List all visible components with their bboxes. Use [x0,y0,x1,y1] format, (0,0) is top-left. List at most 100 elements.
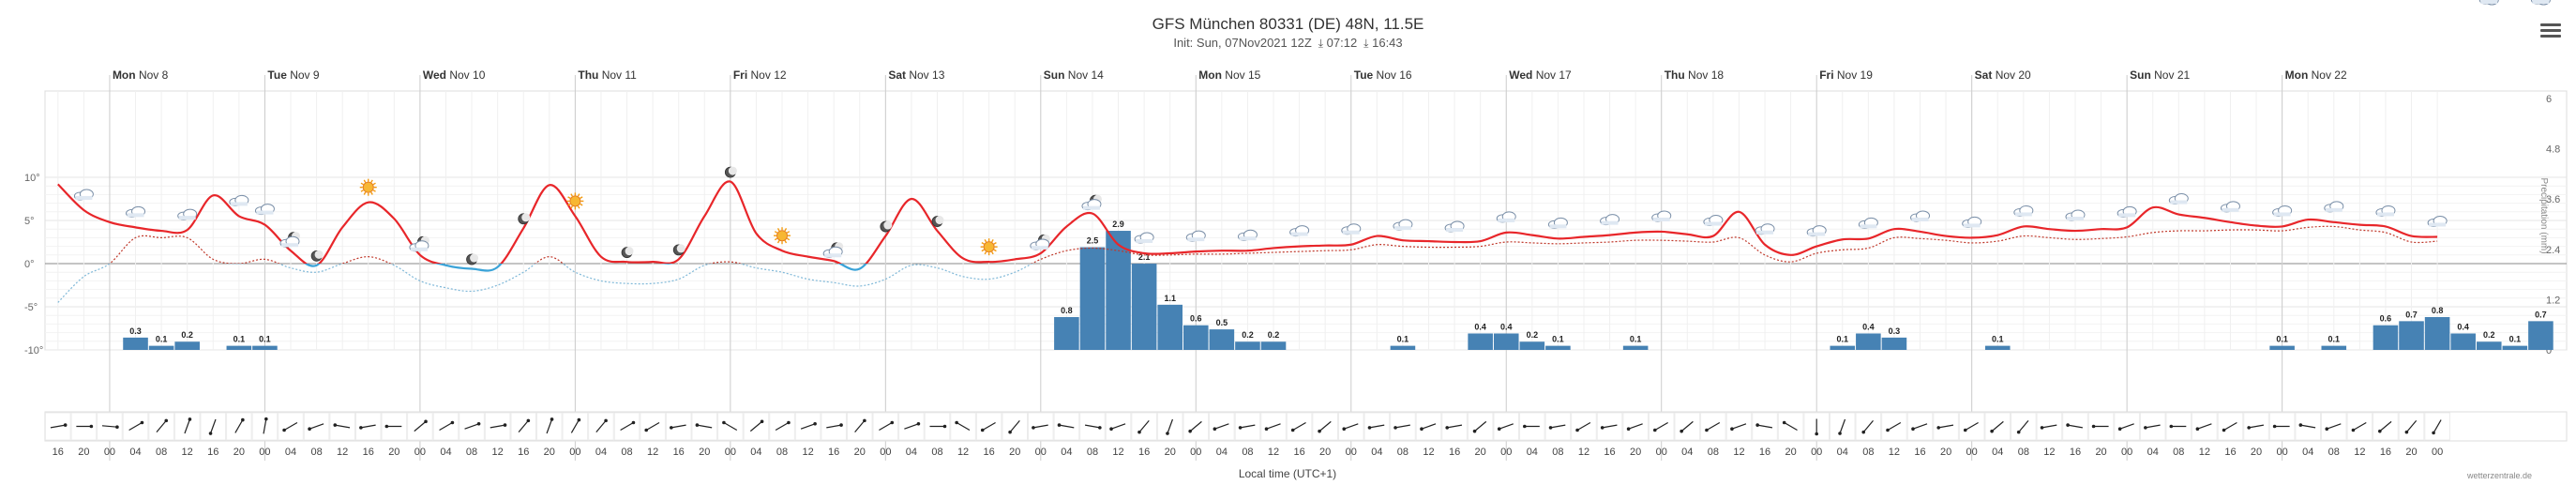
precip-bar-label: 0.1 [2276,335,2288,344]
wind-arrow-head [476,421,481,426]
y-axis-tick-label-right: 4.8 [2546,144,2560,156]
x-axis-hour-label: 12 [2199,447,2210,458]
wind-arrow-head [503,423,507,427]
x-axis-hour-label: 04 [1681,447,1693,458]
wind-cell [122,412,149,441]
wind-arrow-head [1782,420,1786,425]
moon-icon [470,253,479,263]
x-axis-hour-label: 12 [1578,447,1589,458]
wind-cell [1544,412,1572,441]
wind-arrow-head [890,420,895,425]
wind-arrow-head [1815,432,1818,436]
precip-bar-label: 0.2 [1268,330,1280,340]
wind-cell [510,412,537,441]
wind-arrow-head [2016,430,2021,434]
y-axis-tick-label-right: 2.4 [2546,245,2560,256]
hamburger-menu-icon[interactable] [2540,21,2561,39]
wind-arrow-head [333,423,338,427]
x-axis-hour-label: 04 [285,447,296,458]
precip-bar-label: 0.1 [1992,335,2004,344]
wind-cell [173,412,201,441]
sun-icon [370,191,373,195]
wind-arrow [2300,424,2316,429]
wind-arrow-head [188,417,192,421]
wind-arrow [414,420,427,432]
x-axis-hour-label: 00 [1811,447,1822,458]
wind-arrow-head [1342,427,1347,432]
wind-arrow-head [2325,427,2329,432]
x-axis-hour-label: 04 [2302,447,2313,458]
x-axis-hour-label: 08 [1552,447,1563,458]
wind-arrow [464,423,479,430]
wind-arrow [1421,423,1437,430]
cloud-icon [256,210,274,215]
wind-cell [846,412,873,441]
wind-arrow [1474,420,1487,432]
wind-arrow-head [1008,430,1012,434]
init-time: Init: Sun, 07Nov2021 12Z [1173,36,1312,50]
cloud-icon [1239,236,1257,241]
precip-bar [1209,329,1235,350]
wind-arrow-head [2040,426,2044,430]
wind-arrow [1167,418,1174,434]
cloud-icon [1549,224,1567,229]
x-axis-hour-label: 12 [182,447,193,458]
wind-arrow-head [2351,428,2356,432]
precip-bar-label: 0.1 [2328,335,2341,344]
x-axis-hour-label: 20 [1475,447,1486,458]
x-axis-hour-label: 00 [414,447,426,458]
x-axis-hour-label: 20 [1785,447,1796,458]
wind-arrow [1706,421,1721,432]
wind-arrow-head [1861,430,1866,434]
wind-cell [1700,412,1726,441]
wind-cell [45,412,71,441]
x-axis-hour-label: 20 [1165,447,1176,458]
wind-arrow-head [264,417,268,421]
wind-arrow-head [1730,427,1734,432]
wind-arrow [2018,419,2029,433]
x-axis-hour-label: 12 [2043,447,2055,458]
wind-arrow-head [631,420,636,425]
wind-cell [898,412,925,441]
wind-arrow-head [1290,428,1295,432]
wind-arrow [2433,419,2442,433]
wind-arrow [156,419,167,433]
wind-arrow [128,421,143,432]
sunset-icon: ⤓ [1360,37,1369,50]
wind-cell [950,412,976,441]
x-axis-hour-label: 20 [2095,447,2106,458]
precip-bar-label: 0.6 [1190,314,1202,324]
cloud-icon [2532,0,2550,4]
x-axis-hour-label: 20 [78,447,89,458]
precip-bar [2373,325,2399,350]
wind-arrow [546,418,553,434]
x-axis-hour-label: 16 [363,447,374,458]
precip-bar-label: 0.1 [233,335,246,344]
wind-cell [2011,412,2037,441]
wind-cell [303,412,330,441]
wind-cell [1337,412,1364,441]
wind-arrow [1499,423,1514,430]
x-axis-hour-label: 20 [2405,447,2417,458]
cloud-icon [1601,220,1619,225]
wind-cell [251,412,279,441]
precip-bar-label: 0.4 [1862,322,1875,331]
precip-bar [1519,341,1545,350]
wind-arrow [2145,424,2161,429]
precip-bar [252,345,278,350]
precip-bar [148,345,174,350]
wind-arrow-head [2298,423,2303,427]
x-axis-hour-label: 12 [1423,447,1434,458]
x-axis-hour-label: 08 [1862,447,1874,458]
sun-icon [570,193,573,197]
precip-bar [1984,345,2011,350]
wind-arrow [1266,423,1281,430]
precip-bar-label: 0.1 [156,335,168,344]
precip-bar [1054,316,1079,350]
wind-cell [821,412,847,441]
chart-subtitle: Init: Sun, 07Nov2021 12Z ⤓ 07:12 ⤓ 16:43 [0,36,2576,51]
wind-arrow [50,424,66,429]
x-axis-hour-label: 00 [259,447,270,458]
precip-bar [1493,333,1519,350]
